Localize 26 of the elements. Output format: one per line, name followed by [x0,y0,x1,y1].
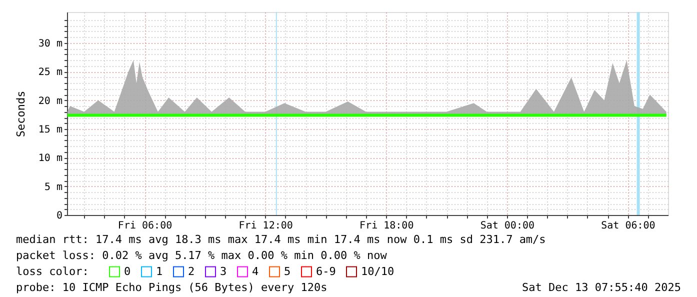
text: median rtt: 17.4 ms avg 18.3 ms max 17.4 ms min 17.4 ms now 0.1 ms sd 231.7 am/s [16,233,546,246]
y-tick-label: 15 m [38,124,62,136]
legend-label: 3 [220,264,227,278]
legend-label: 6-9 [316,264,336,278]
y-tick-label: 25 m [38,67,62,78]
y-tick-label: 30 m [38,38,62,50]
x-tick-label: Fri 18:00 [360,220,414,232]
y-axis-title: Seconds [14,90,28,138]
x-tick-label: Sat 06:00 [601,220,656,232]
legend-label: 5 [284,264,291,278]
text: probe: 10 ICMP Echo Pings (56 Bytes) every 120s [16,281,328,294]
text: Sat Dec 13 07:55:40 2025 [522,281,681,294]
y-tick-label: 20 m [38,96,62,107]
y-tick-label: 0 [56,210,62,222]
y-tick-label: 10 m [38,153,62,164]
y-tick-label: 5 m [44,182,62,193]
legend-label: 4 [252,264,259,278]
text: packet loss: 0.02 % avg 5.17 % max 0.00 % min 0.00 % now [16,249,388,262]
legend-label: 1 [156,264,163,278]
x-tick-label: Sat 00:00 [480,220,535,232]
x-tick-label: Fri 06:00 [118,220,172,232]
legend-title: loss color: [16,265,89,278]
legend-label: 0 [124,264,131,278]
x-tick-label: Fri 12:00 [238,220,293,232]
legend-label: 2 [188,264,195,278]
legend-label: 10/10 [361,264,394,278]
